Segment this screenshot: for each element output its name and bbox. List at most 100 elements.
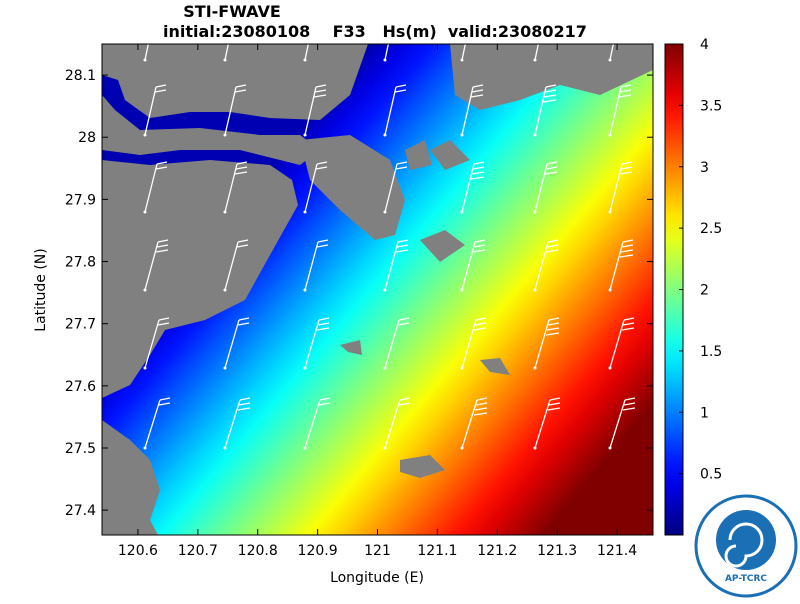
barb-flag (158, 402, 171, 406)
barb-base (383, 288, 387, 292)
barb-staff (534, 319, 550, 369)
barb-base (383, 446, 387, 450)
barb-staff (304, 86, 317, 136)
x-axis-label: Longitude (E) (330, 570, 424, 586)
subtitle: initial:23080108 F33 Hs(m) valid:2308021… (163, 22, 587, 41)
barb-flag (544, 89, 557, 93)
barb-base (223, 366, 227, 370)
barb-flag (154, 15, 165, 17)
barb-flag (158, 317, 170, 321)
barb-staff (461, 44, 466, 61)
barb-flag (156, 161, 168, 165)
land (102, 44, 653, 535)
barb-staff (609, 163, 623, 213)
barb-flag (624, 397, 636, 401)
barb-staff (384, 399, 401, 449)
barb-staff (534, 399, 551, 449)
x-tick-label: 121.3 (537, 543, 577, 559)
colorbar-tick-label: 2.5 (700, 221, 722, 237)
barb-flag (620, 249, 634, 253)
barb-staff (609, 399, 626, 449)
barb-flag (237, 322, 250, 326)
barb-base (460, 366, 464, 370)
barb-base (223, 58, 227, 62)
barb-flag (621, 161, 633, 165)
barb-flag (155, 84, 167, 88)
barb-flag (473, 327, 487, 331)
barb-staff (384, 44, 389, 61)
barb-base (223, 210, 227, 214)
barb-flag (155, 166, 168, 170)
barb-base (143, 133, 147, 137)
y-tick-label: 27.8 (65, 255, 96, 271)
barb-flag (236, 244, 249, 248)
barb-flag (544, 15, 555, 17)
barb-flag (619, 89, 632, 93)
barb-base (608, 210, 612, 214)
barb-staff (609, 44, 614, 61)
barb-staff (461, 86, 474, 136)
barb-flag (546, 327, 560, 331)
barb-flag (621, 327, 635, 331)
barb-base (608, 288, 612, 292)
y-tick-label: 27.6 (65, 379, 96, 395)
barb-flag (623, 317, 635, 321)
y-tick-label: 28 (78, 130, 96, 146)
barb-flag (395, 249, 409, 253)
barb-base (533, 366, 537, 370)
barb-flag (315, 84, 327, 88)
barb-flag (620, 10, 630, 12)
barb-base (608, 446, 612, 450)
barb-flag (546, 161, 558, 165)
barb-base (143, 210, 147, 214)
wind-barbs (143, 10, 636, 450)
barb-flag (619, 254, 634, 258)
barb-flag (235, 84, 247, 88)
barb-flag (617, 25, 630, 27)
barb-staff (144, 163, 158, 213)
barb-flag (395, 10, 405, 12)
barb-flag (159, 397, 171, 401)
barb-staff (534, 86, 547, 136)
barb-staff (304, 399, 321, 449)
barb-base (460, 133, 464, 137)
barb-flag (619, 171, 633, 175)
barb-base (460, 210, 464, 214)
barb-flag (473, 412, 488, 416)
barb-staff (461, 241, 476, 291)
barb-flag (618, 94, 632, 98)
barb-base (143, 288, 147, 292)
x-tick-label: 121.1 (417, 543, 457, 559)
barb-flag (238, 402, 251, 406)
x-tick-label: 120.9 (298, 543, 338, 559)
barb-flag (471, 15, 482, 17)
barb-flag (238, 317, 250, 321)
barb-staff (224, 163, 238, 213)
barb-base (533, 58, 537, 62)
barb-flag (474, 407, 488, 411)
barb-flag (545, 10, 555, 12)
barb-base (383, 366, 387, 370)
barb-flag (471, 89, 484, 93)
barb-flag (470, 176, 485, 180)
barb-flag (475, 317, 487, 321)
barb-staff (144, 399, 161, 449)
x-tick-label: 120.8 (238, 543, 278, 559)
barb-flag (155, 249, 169, 253)
y-tick-label: 27.5 (65, 441, 96, 457)
barb-flag (620, 84, 632, 88)
barb-flag (549, 397, 561, 401)
logo-text: AP-TCRC (725, 574, 767, 584)
barb-flag (157, 322, 170, 326)
barb-staff (461, 319, 477, 369)
barb-flag (314, 89, 327, 93)
barb-flag (472, 84, 484, 88)
barb-flag (396, 244, 409, 248)
barb-flag (315, 166, 328, 170)
barb-staff (534, 163, 548, 213)
barb-staff (144, 44, 149, 61)
barb-base (143, 446, 147, 450)
barb-flag (622, 322, 635, 326)
barb-base (533, 210, 537, 214)
barb-base (383, 210, 387, 214)
